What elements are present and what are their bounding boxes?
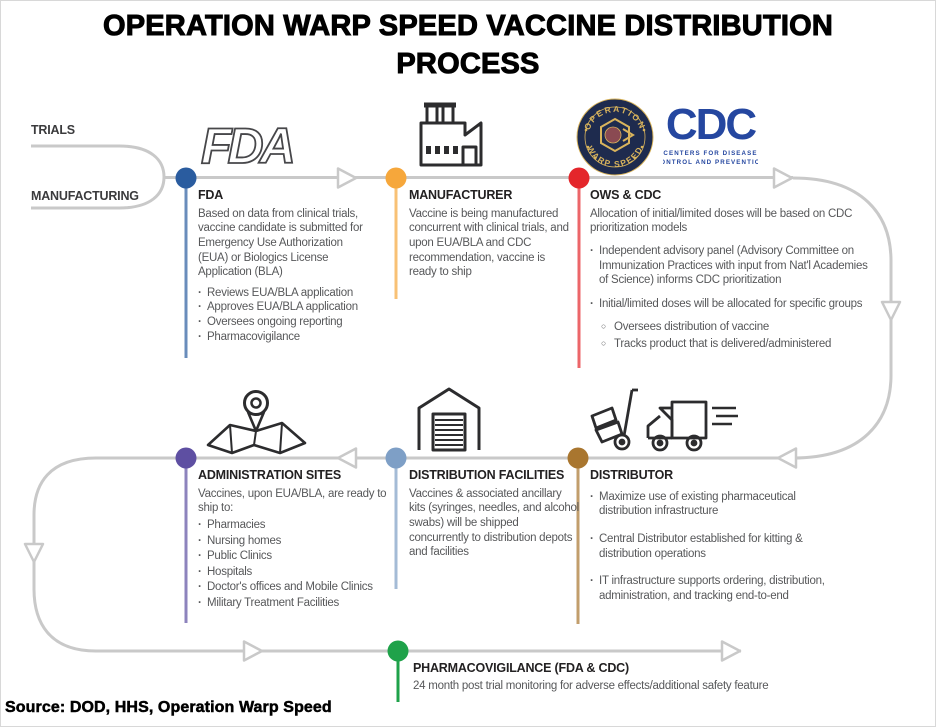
sub-bullet-item: Oversees distribution of vaccine (590, 320, 870, 335)
stage-distributor: DISTRIBUTOR Maximize use of existing pha… (590, 468, 850, 616)
bullet-item: IT infrastructure supports ordering, dis… (590, 574, 850, 603)
arrow-row3-entry-right (242, 640, 264, 662)
stage-manufacturer-title: MANUFACTURER (409, 188, 513, 202)
cdc-logo-icon: CDC CENTERS FOR DISEASE CONTROL AND PREV… (655, 99, 765, 176)
factory-icon (413, 93, 493, 172)
stage-fda-bullets: Reviews EUA/BLA application Approves EUA… (198, 286, 370, 344)
warehouse-icon (413, 384, 485, 459)
stage-ows-cdc-title: OWS & CDC (590, 188, 662, 202)
bullet-item: Oversees ongoing reporting (198, 315, 370, 330)
page-title-line1: OPERATION WARP SPEED VACCINE DISTRIBUTIO… (102, 10, 834, 43)
cdc-tagline-line1: CENTERS FOR DISEASE (663, 150, 757, 157)
stage-ows-cdc: OWS & CDC Allocation of initial/limited … (590, 188, 870, 354)
bullet-item: Doctor's offices and Mobile Clinics (198, 580, 403, 595)
stage-distribution-facilities: DISTRIBUTION FACILITIES Vaccines & assoc… (409, 468, 579, 565)
arrow-right-curve-down (880, 300, 902, 322)
manufacturing-label: MANUFACTURING (31, 189, 139, 203)
stage-manufacturer: MANUFACTURER Vaccine is being manufactur… (409, 188, 573, 285)
page-title-line2: PROCESS (396, 48, 540, 81)
stage-fda-intro: Based on data from clinical trials, vacc… (198, 207, 363, 279)
distribution-facilities-dot (385, 447, 407, 469)
bullet-item: Independent advisory panel (Advisory Com… (590, 244, 870, 288)
bullet-item: Pharmacovigilance (198, 330, 370, 345)
stage-pharmacovigilance: PHARMACOVIGILANCE (FDA & CDC) 24 month p… (413, 661, 853, 698)
stage-manufacturer-intro: Vaccine is being manufactured concurrent… (409, 207, 569, 279)
trials-label: TRIALS (31, 123, 75, 137)
bullet-item: Approves EUA/BLA application (198, 300, 370, 315)
bullet-item: Nursing homes (198, 534, 403, 549)
manufacturer-dot (385, 167, 407, 189)
stage-administration-sites-title: ADMINISTRATION SITES (198, 468, 341, 482)
stage-administration-sites-intro: Vaccines, upon EUA/BLA, are ready to shi… (198, 487, 387, 515)
stage-administration-sites: ADMINISTRATION SITES Vaccines, upon EUA/… (198, 468, 403, 612)
bullet-item: Public Clinics (198, 549, 403, 564)
stage-distribution-facilities-title: DISTRIBUTION FACILITIES (409, 468, 565, 482)
pharmacovigilance-dot (387, 640, 409, 662)
arrow-left-curve-down (23, 542, 45, 564)
stage-ows-cdc-intro: Allocation of initial/limited doses will… (590, 207, 853, 235)
cdc-wordmark: CDC (666, 100, 757, 149)
fda-dot (175, 167, 197, 189)
bullet-item: Central Distributor established for kitt… (590, 532, 850, 561)
stage-distributor-title: DISTRIBUTOR (590, 468, 673, 482)
administration-sites-dot (175, 447, 197, 469)
operation-warp-speed-seal-icon: OPERATION WARP SPEED (575, 97, 655, 182)
arrow-row2-mid-left (336, 447, 358, 469)
arrow-row1-mid-right (336, 167, 358, 189)
stage-ows-cdc-bullets: Independent advisory panel (Advisory Com… (590, 244, 870, 352)
flow-right-curve (186, 176, 893, 460)
stage-fda: FDA Based on data from clinical trials, … (198, 188, 370, 344)
arrow-row1-end-right (772, 167, 794, 189)
stage-fda-title: FDA (198, 188, 224, 202)
bullet-item: Maximize use of existing pharmaceutical … (590, 490, 850, 519)
arrow-row2-entry-left (776, 447, 798, 469)
ows-cdc-dot (568, 167, 590, 189)
map-pin-icon (204, 387, 309, 462)
fda-logo-text: FDA (201, 118, 293, 174)
handtruck-and-delivery-truck-icon (586, 386, 741, 459)
sub-bullet-item: Tracks product that is delivered/adminis… (590, 337, 870, 352)
bullet-item: Pharmacies (198, 518, 403, 533)
stage-distributor-bullets: Maximize use of existing pharmaceutical … (590, 490, 850, 604)
arrow-row3-end-right (720, 640, 742, 662)
cdc-tagline-line2: CONTROL AND PREVENTION (663, 159, 758, 166)
source-attribution: Source: DOD, HHS, Operation Warp Speed (5, 699, 332, 717)
stage-administration-sites-bullets: Pharmacies Nursing homes Public Clinics … (198, 518, 403, 611)
distributor-dot (567, 447, 589, 469)
fda-logo-icon: FDA (199, 111, 297, 180)
bullet-item: Military Treatment Facilities (198, 596, 403, 611)
stage-pharmacovigilance-title: PHARMACOVIGILANCE (FDA & CDC) (413, 661, 629, 675)
bullet-item: Initial/limited doses will be allocated … (590, 297, 870, 312)
bullet-item: Reviews EUA/BLA application (198, 286, 370, 301)
stage-pharmacovigilance-intro: 24 month post trial monitoring for adver… (413, 679, 769, 692)
stage-distribution-facilities-intro: Vaccines & associated ancillary kits (sy… (409, 487, 579, 559)
page-title: OPERATION WARP SPEED VACCINE DISTRIBUTIO… (1, 7, 935, 83)
bullet-item: Hospitals (198, 565, 403, 580)
